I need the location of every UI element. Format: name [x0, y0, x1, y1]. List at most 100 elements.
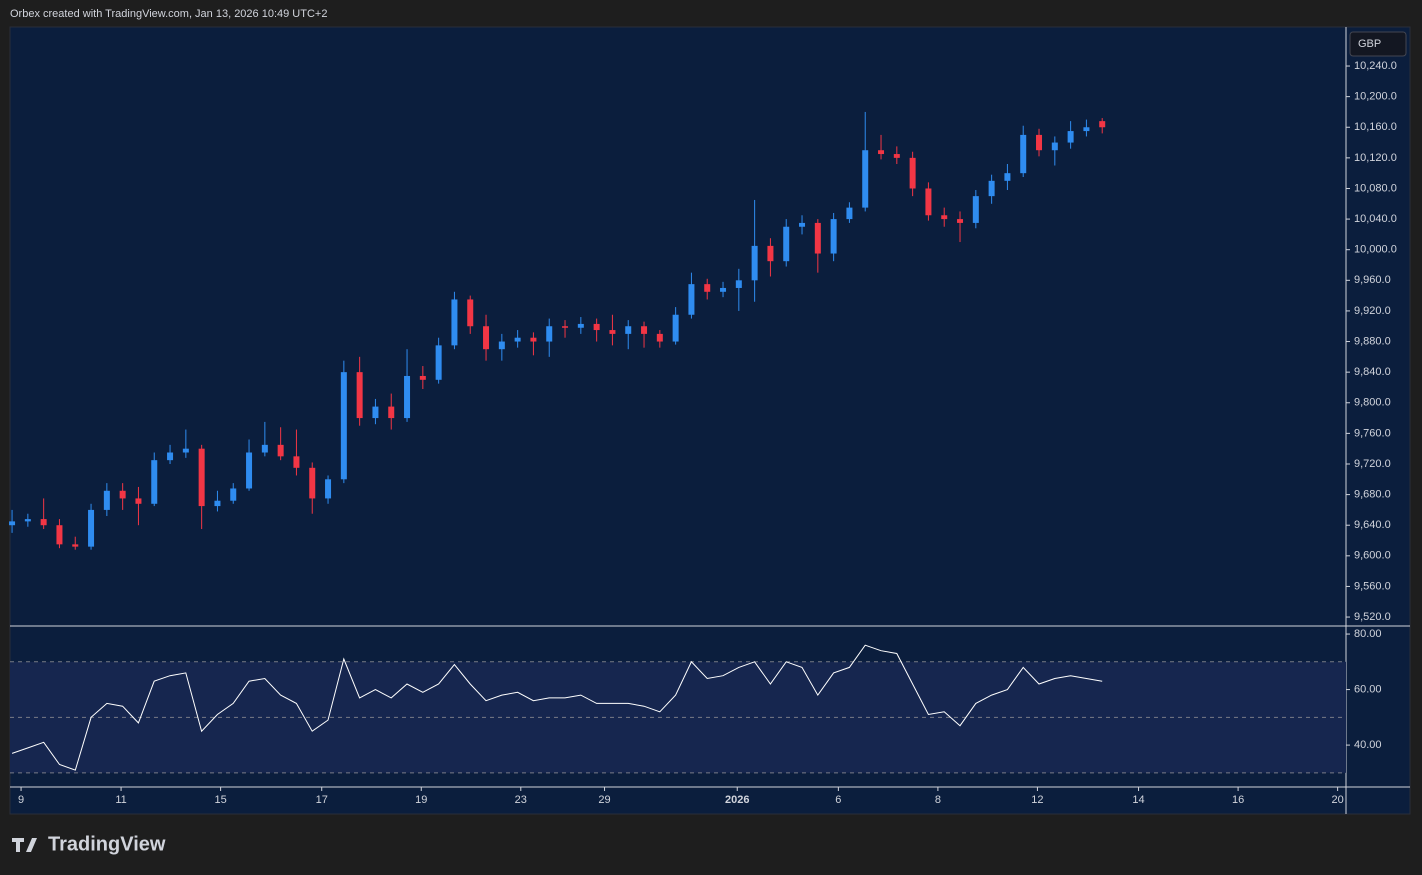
candle-body: [419, 375, 426, 380]
x-tick-label: 15: [214, 794, 226, 806]
candle-body: [672, 314, 679, 342]
y-tick-label: 9,880.0: [1354, 335, 1391, 347]
logo-text: TradingView: [48, 833, 166, 855]
candle-body: [925, 188, 932, 216]
candle-body: [230, 488, 237, 501]
candle-body: [467, 299, 474, 327]
x-tick-label: 6: [835, 794, 841, 806]
x-tick-label: 29: [598, 794, 610, 806]
candle-body: [198, 448, 205, 507]
candle-body: [388, 406, 395, 419]
candle-body: [182, 448, 189, 453]
x-tick-label: 14: [1132, 794, 1144, 806]
candle-body: [135, 498, 142, 504]
x-tick-label: 11: [115, 794, 126, 806]
y-tick-label: 9,920.0: [1354, 305, 1391, 317]
candle-body: [103, 490, 110, 510]
candle-body: [451, 299, 458, 346]
candle-body: [799, 222, 806, 227]
currency[interactable]: GBP: [1358, 38, 1381, 50]
y-tick-label: 9,720.0: [1354, 458, 1391, 470]
candle-body: [562, 326, 569, 328]
candle-body: [767, 245, 774, 262]
candle-body: [878, 150, 885, 155]
y-tick-label: 10,000.0: [1354, 244, 1397, 256]
candle-body: [404, 375, 411, 419]
y-tick-label: 9,800.0: [1354, 397, 1391, 409]
candle-body: [340, 372, 347, 480]
y-tick-label: 10,240.0: [1354, 60, 1397, 72]
x-tick-label: 2026: [725, 794, 749, 806]
candle-body: [593, 323, 600, 331]
candle-body: [119, 490, 126, 499]
x-tick-label: 20: [1332, 794, 1344, 806]
x-tick-label: 19: [415, 794, 427, 806]
y-tick-label: 10,200.0: [1354, 91, 1397, 103]
candle-body: [941, 215, 948, 220]
x-tick-label: 23: [515, 794, 527, 806]
y-tick-label: 9,600.0: [1354, 550, 1391, 562]
rsi-line: [11, 644, 1103, 771]
candle-body: [909, 157, 916, 189]
candle-body: [688, 284, 695, 315]
candle-body: [957, 219, 964, 223]
candle-body: [72, 544, 79, 547]
y-tick-label: 80.00: [1354, 628, 1382, 640]
candle-body: [783, 226, 790, 262]
candle-body: [862, 150, 869, 208]
candle-body: [1067, 131, 1074, 143]
candle-body: [720, 287, 727, 292]
candle-body: [1099, 121, 1106, 128]
currency-button[interactable]: [1349, 31, 1407, 57]
y-tick-label: 10,040.0: [1354, 213, 1397, 225]
plots: 9,520.0 9,560.0 9,600.0 9,640.0 9,680.0 9,720…: [9, 60, 1397, 806]
header: Orbex created with TradingView.com, Jan …: [10, 8, 327, 20]
candle-body: [704, 284, 711, 292]
candle-body: [56, 525, 63, 545]
candle-body: [846, 207, 853, 220]
candle-body: [88, 509, 95, 547]
y-tick-label: 9,680.0: [1354, 489, 1391, 501]
x-tick-label: 12: [1031, 794, 1043, 806]
candle-body: [893, 154, 900, 158]
candle-body: [435, 345, 442, 380]
candle-body: [577, 323, 584, 328]
y-tick-label: 9,560.0: [1354, 580, 1391, 592]
candle-body: [1036, 134, 1043, 151]
candle-body: [1083, 127, 1090, 132]
candle-body: [514, 337, 521, 342]
candle-body: [483, 326, 490, 350]
y-tick-label: 9,960.0: [1354, 274, 1391, 286]
logo-icon: [12, 838, 37, 852]
candle-body: [641, 326, 648, 334]
x-tick-label: 16: [1232, 794, 1244, 806]
candle-body: [530, 337, 537, 342]
x-tick-label: 8: [935, 794, 941, 806]
candle-body: [830, 219, 837, 254]
candle-body: [609, 330, 616, 334]
candle-body: [1020, 134, 1027, 174]
candle-body: [988, 180, 995, 197]
y-tick-label: 10,160.0: [1354, 121, 1397, 133]
candle-body: [261, 444, 268, 453]
candle-body: [372, 406, 379, 419]
y-tick-label: 10,080.0: [1354, 182, 1397, 194]
candle-body: [1051, 142, 1058, 151]
y-tick-label: 60.00: [1354, 683, 1382, 695]
candle-body: [972, 196, 979, 223]
x-tick-label: 17: [316, 794, 328, 806]
candle-body: [546, 326, 553, 342]
y-tick-label: 9,760.0: [1354, 427, 1391, 439]
candle-body: [40, 519, 47, 526]
logo: TradingView: [12, 833, 166, 855]
candle-body: [498, 341, 505, 350]
candle-body: [356, 372, 363, 419]
y-tick-label: 40.00: [1354, 739, 1382, 751]
candle-body: [24, 519, 31, 522]
y-tick-label: 10,120.0: [1354, 152, 1397, 164]
candle-body: [325, 479, 332, 499]
candle-body: [814, 222, 821, 254]
candle-body: [9, 521, 16, 526]
